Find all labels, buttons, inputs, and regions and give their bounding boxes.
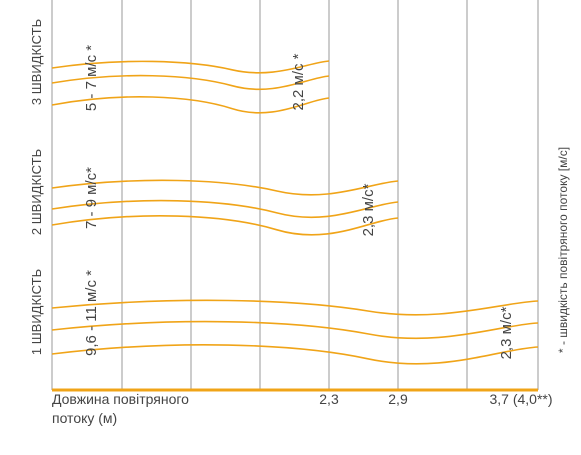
airflow-line-speed-2	[51, 199, 399, 219]
airflow-speed-2: 7 - 9 м/с*	[83, 167, 100, 229]
airflow-streams	[51, 60, 539, 365]
x-tick-label: 3,7 (4,0**)	[489, 391, 552, 407]
airflow-line-speed-2	[51, 179, 399, 196]
airflow-line-speed-2	[51, 215, 399, 236]
airflow-line-speed-3	[51, 60, 330, 74]
footnote: * - швидкість повітряного потоку [м/с]	[556, 147, 570, 353]
airflow-speed-1: 9,6 - 11 м/с *	[83, 270, 100, 356]
x-axis-label-line1: Довжина повітряного	[52, 391, 189, 407]
airflow-line-speed-3	[51, 74, 330, 90]
end-speed-2: 2,3 м/с*	[360, 183, 377, 236]
x-tick-label: 2,9	[388, 391, 408, 407]
airflow-line-speed-3	[51, 96, 330, 114]
airflow-line-speed-1	[51, 344, 539, 365]
vertical-grid-lines	[51, 0, 539, 390]
airflow-line-speed-1	[51, 320, 539, 340]
speed-label-1: 1 ШВИДКІСТЬ	[29, 269, 44, 355]
speed-label-2: 2 ШВИДКІСТЬ	[29, 149, 44, 235]
airflow-line-speed-1	[51, 299, 539, 316]
x-tick-label: 2,3	[319, 391, 339, 407]
speed-label-3: 3 ШВИДКІСТЬ	[29, 19, 44, 105]
end-speed-1: 2,3 м/с*	[498, 306, 515, 359]
x-axis-label-line2: потоку (м)	[52, 410, 117, 426]
end-speed-3: 2,2 м/с *	[290, 53, 307, 110]
airflow-speed-3: 5 - 7 м/с *	[83, 45, 100, 111]
